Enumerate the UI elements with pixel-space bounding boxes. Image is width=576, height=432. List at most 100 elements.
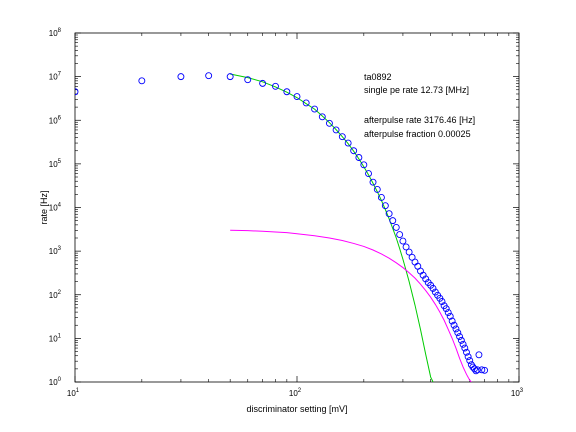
data-point [338,133,346,141]
y-tick-base: 10 [49,29,58,38]
x-tick-base: 10 [289,389,298,398]
data-point [325,119,333,127]
data-point [459,340,467,348]
data-point [369,178,377,186]
annotation-afterpulse-fraction: afterpulse fraction 0.00025 [364,129,471,139]
y-tick-exponent: 5 [58,159,62,165]
data-point [385,210,393,218]
y-tick-base: 10 [49,334,58,343]
annotation-afterpulse-rate: afterpulse rate 3176.46 [Hz] [364,115,475,125]
fit-lines [230,73,472,382]
data-point [396,231,404,238]
y-tick-label: 105 [49,159,62,169]
data-point [381,202,389,210]
data-point [457,336,465,344]
plot-content [75,72,489,382]
data-point [402,243,410,251]
y-tick-exponent: 8 [58,28,62,34]
data-point [355,154,363,161]
y-axis-label: rate [Hz] [39,190,49,224]
y-tick-exponent: 4 [58,203,62,209]
y-tick-label: 104 [49,203,62,213]
x-tick-label: 101 [67,388,80,398]
data-point [399,237,407,245]
x-tick-label: 103 [511,388,524,398]
y-tick-base: 10 [49,291,58,300]
x-tick-label: 102 [289,388,302,398]
data-point [138,77,146,85]
y-tick-exponent: 7 [58,72,62,78]
data-point [332,126,340,134]
data-point [360,161,368,169]
data-point [318,113,326,121]
data-point [429,284,437,292]
data-point [474,366,481,374]
data-point [392,223,400,231]
data-point [344,139,352,147]
y-tick-label: 102 [49,290,62,300]
data-point [405,248,413,256]
x-tick-exponent: 3 [520,388,524,394]
y-tick-label: 101 [49,333,62,343]
data-point [461,344,469,352]
y-tick-label: 108 [49,28,62,38]
data-point [464,353,472,361]
data-point [471,365,478,373]
data-point [293,93,301,100]
annotation-single-pe-rate: single pe rate 12.73 [MHz] [364,85,469,95]
y-tick-label: 103 [49,246,62,256]
data-point [442,305,450,313]
y-tick-base: 10 [49,73,58,82]
data-point [226,73,234,81]
data-point [373,185,381,193]
x-tick-exponent: 1 [76,388,80,394]
data-point [450,321,458,329]
data-point [446,312,454,320]
data-point [259,79,267,87]
x-axis-label: discriminator setting [mV] [246,404,347,414]
data-point [350,147,358,155]
y-tick-base: 10 [49,160,58,169]
data-point [302,99,310,107]
data-point [444,309,452,317]
data-point [481,366,489,374]
data-point [475,351,483,359]
data-point [456,333,464,341]
x-tick-base: 10 [67,389,76,398]
y-tick-exponent: 0 [58,377,62,383]
data-point [452,325,460,333]
data-point [244,76,252,84]
data-point [377,193,385,201]
data-point [454,329,462,337]
y-tick-base: 10 [49,204,58,213]
plot-area [74,32,520,383]
data-point [283,88,291,96]
afterpulse-fit-line [230,229,472,382]
data-point [75,88,79,96]
data-points [75,72,489,375]
data-point [438,298,446,305]
y-tick-label: 106 [49,115,62,125]
data-point [389,217,397,225]
x-tick-base: 10 [511,389,520,398]
data-point [448,317,456,325]
y-tick-base: 10 [49,378,58,387]
y-tick-exponent: 3 [58,246,62,252]
single-pe-fit-line [230,73,434,382]
y-tick-exponent: 1 [58,333,62,339]
data-point [466,357,474,365]
y-tick-base: 10 [49,116,58,125]
data-point [177,73,185,81]
y-tick-exponent: 2 [58,290,62,296]
y-tick-label: 100 [49,377,62,387]
data-point [272,82,279,90]
x-tick-exponent: 2 [298,388,302,394]
y-tick-base: 10 [49,247,58,256]
data-point [478,366,486,374]
data-point [463,348,470,356]
data-point [365,170,372,178]
annotation-run-id: ta0892 [364,72,392,82]
y-tick-label: 107 [49,72,62,82]
